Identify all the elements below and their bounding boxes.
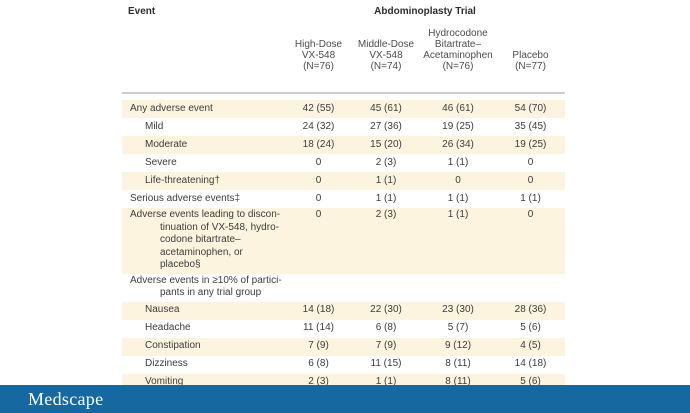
table-row: Nausea 14 (18) 22 (30) 23 (30) 28 (36) [122,301,565,320]
row-label: Moderate [145,138,188,150]
table-row: Severe 0 2 (3) 1 (1) 0 [122,154,565,172]
row-label: Life-threatening† [145,174,221,186]
cell-value: 26 (34) [442,138,474,150]
cell-value: 5 (6) [520,322,541,334]
header-rule [122,92,565,94]
cell-value: 0 [315,174,322,186]
cell-value: 2 (3) [308,376,329,388]
cell-value: 0 [527,174,534,186]
cell-value: 15 (20) [370,138,402,150]
row-label: Adverse events leading to discon- tinuat… [130,209,281,270]
cell-value: 5 (7) [447,322,469,334]
cell-value: 24 (32) [302,120,335,132]
cell-value: 2 (3) [375,209,397,220]
table-row: Adverse events in ≥10% of partici- pants… [122,274,565,302]
cell-value: 11 (15) [370,358,402,370]
table-row: Serious adverse events‡ 0 1 (1) 1 (1) 1 … [122,190,565,208]
row-label: Adverse events in ≥10% of partici- pants… [130,274,282,299]
cell-value: 18 (24) [302,138,335,150]
row-label: Nausea [145,304,180,316]
row-label: Vomiting [145,376,184,388]
cell-value: 45 (61) [370,102,402,114]
table-row: Moderate 18 (24) 15 (20) 26 (34) 19 (25) [122,136,565,154]
cell-value: 35 (45) [514,120,547,132]
cell-value: 7 (9) [375,340,397,352]
cell-value: 1 (1) [375,192,397,204]
event-column-header: Event [128,6,156,17]
cell-value: 14 (18) [514,358,547,370]
medscape-footer-bar: Medscape [0,385,690,413]
cell-value: 1 (1) [447,156,469,168]
table-row: Mild 24 (32) 27 (36) 19 (25) 35 (45) [122,118,565,136]
row-label: Serious adverse events‡ [130,192,241,204]
cell-value: 0 [315,192,322,204]
table-row: Life-threatening† 0 1 (1) 0 0 [122,172,565,190]
column-header: High-Dose VX-548 (N=76) [294,39,343,72]
cell-value: 11 (14) [303,322,334,334]
cell-value: 0 [527,156,534,168]
cell-value: 54 (70) [514,102,547,114]
cell-value: 19 (25) [514,138,547,150]
table-row: Adverse events leading to discon- tinuat… [122,208,565,274]
cell-value: 14 (18) [302,304,335,316]
trial-group-header: Abdominoplasty Trial [374,6,476,17]
table-body: Any adverse event 42 (55) 45 (61) 46 (61… [122,100,565,392]
cell-value: 8 (11) [445,358,471,370]
cell-value: 1 (1) [447,209,469,220]
column-header: Hydrocodone Bitartrate– Acetaminophen (N… [423,28,493,72]
cell-value: 6 (8) [308,358,329,370]
row-label: Headache [145,322,191,334]
cell-value: 1 (1) [447,192,469,204]
cell-value: 1 (1) [375,174,397,186]
medscape-logo: Medscape [28,389,104,409]
table-row: Any adverse event 42 (55) 45 (61) 46 (61… [122,100,565,118]
table-row: Constipation 7 (9) 7 (9) 9 (12) 4 (5) [122,337,565,356]
table-row: Dizziness 6 (8) 11 (15) 8 (11) 14 (18) [122,356,565,374]
cell-value: 0 [315,209,322,220]
row-label: Mild [145,120,164,132]
cell-value: 4 (5) [520,340,541,352]
table-row: Headache 11 (14) 6 (8) 5 (7) 5 (6) [122,320,565,338]
cell-value: 19 (25) [442,120,474,132]
cell-value: 9 (12) [444,340,472,352]
column-header: Middle-Dose VX-548 (N=74) [357,39,415,72]
cell-value: 42 (55) [302,102,335,114]
column-header: Placebo (N=77) [512,50,549,72]
cell-value: 28 (36) [514,304,547,316]
cell-value: 27 (36) [370,120,402,132]
cell-value: 6 (8) [375,322,397,334]
row-label: Any adverse event [130,102,213,114]
cell-value: 8 (11) [445,376,471,388]
cell-value: 0 [455,174,461,186]
cell-value: 5 (6) [520,376,541,388]
column-headers: High-Dose VX-548 (N=76) Middle-Dose VX-54… [285,26,565,72]
cell-value: 1 (1) [375,376,397,388]
cell-value: 0 [527,209,534,220]
cell-value: 7 (9) [308,340,329,352]
cell-value: 22 (30) [370,304,402,316]
cell-value: 0 [315,156,322,168]
cell-value: 1 (1) [520,192,541,204]
cell-value: 2 (3) [375,156,397,168]
row-label: Constipation [145,340,201,352]
row-label: Severe [145,156,177,168]
cell-value: 46 (61) [442,102,474,114]
cell-value: 23 (30) [442,304,474,316]
row-label: Dizziness [145,358,188,370]
